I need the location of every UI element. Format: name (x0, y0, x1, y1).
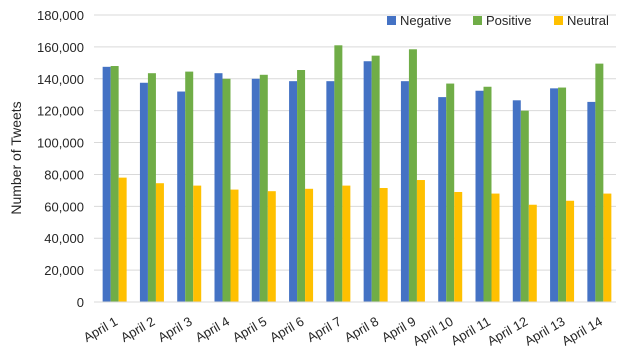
bar-neutral (342, 185, 351, 302)
y-tick-label: 160,000 (37, 40, 84, 55)
legend-swatch-negative (387, 16, 396, 25)
bar-positive (222, 78, 231, 303)
y-tick-label: 0 (77, 295, 84, 310)
y-tick-label: 140,000 (37, 72, 84, 87)
bar-negative (177, 91, 186, 303)
bar-neutral (230, 189, 239, 302)
legend-label-positive: Positive (486, 13, 532, 28)
x-tick-label: April 1 (81, 314, 120, 345)
bar-positive (520, 110, 529, 303)
bar-negative (587, 101, 596, 303)
bar-neutral (491, 193, 500, 302)
bar-neutral (193, 185, 202, 302)
legend: Negative Positive Neutral (387, 13, 609, 28)
x-tick-label: April 13 (522, 314, 568, 349)
bar-positive (371, 55, 380, 303)
bar-negative (438, 97, 447, 302)
y-tick-label: 20,000 (44, 263, 84, 278)
x-tick-label: April 5 (230, 314, 269, 345)
legend-label-negative: Negative (400, 13, 451, 28)
y-tick-label: 40,000 (44, 231, 84, 246)
bar-negative (550, 88, 559, 302)
bar-neutral (305, 188, 314, 302)
bar-negative (326, 81, 335, 303)
bar-neutral (603, 193, 612, 302)
bar-neutral (118, 177, 127, 302)
bar-negative (400, 81, 409, 303)
bar-positive (446, 83, 455, 302)
legend-label-neutral: Neutral (567, 13, 609, 28)
y-tick-label: 60,000 (44, 199, 84, 214)
y-axis: 0 20,000 40,000 60,000 80,000 100,000 120,000 1… (37, 8, 84, 310)
bar-positive (147, 73, 156, 302)
bar-negative (251, 78, 260, 303)
bar-neutral (454, 191, 463, 302)
bar-positive (297, 70, 306, 302)
bar-negative (102, 66, 111, 302)
bar-negative (214, 73, 223, 302)
y-tick-label: 80,000 (44, 167, 84, 182)
x-tick-label: April 3 (155, 314, 194, 345)
y-tick-label: 100,000 (37, 136, 84, 151)
gridlines (94, 14, 616, 271)
bar-positive (259, 74, 268, 303)
x-tick-label: April 8 (342, 314, 381, 345)
legend-swatch-neutral (554, 16, 563, 25)
bar-positive (595, 63, 604, 302)
bar-neutral (416, 180, 425, 302)
bar-positive (334, 45, 343, 303)
x-tick-label: April 11 (448, 314, 493, 349)
y-axis-label: Number of Tweets (8, 101, 24, 214)
legend-swatch-positive (473, 16, 482, 25)
bar-negative (289, 81, 298, 303)
bar-neutral (267, 191, 276, 302)
bar-positive (483, 86, 492, 302)
y-tick-label: 180,000 (37, 8, 84, 23)
x-tick-label: April 7 (304, 314, 343, 345)
bar-positive (110, 66, 119, 303)
bar-positive (408, 49, 417, 303)
bar-negative (512, 100, 521, 302)
x-tick-label: April 14 (559, 314, 605, 349)
y-tick-label: 120,000 (37, 104, 84, 119)
x-tick-label: April 10 (410, 314, 456, 349)
bar-negative (475, 90, 484, 302)
bar-neutral (528, 204, 537, 302)
bars (102, 45, 612, 303)
bar-positive (558, 87, 567, 302)
x-tick-label: April 2 (118, 314, 157, 345)
x-tick-label: April 4 (193, 314, 232, 345)
bar-neutral (155, 183, 164, 302)
bar-positive (185, 71, 194, 302)
bar-neutral (566, 200, 575, 302)
x-tick-label: April 6 (267, 314, 306, 345)
bar-neutral (379, 187, 388, 302)
bar-negative (139, 82, 148, 302)
bar-negative (363, 61, 372, 302)
x-tick-label: April 12 (485, 314, 531, 349)
